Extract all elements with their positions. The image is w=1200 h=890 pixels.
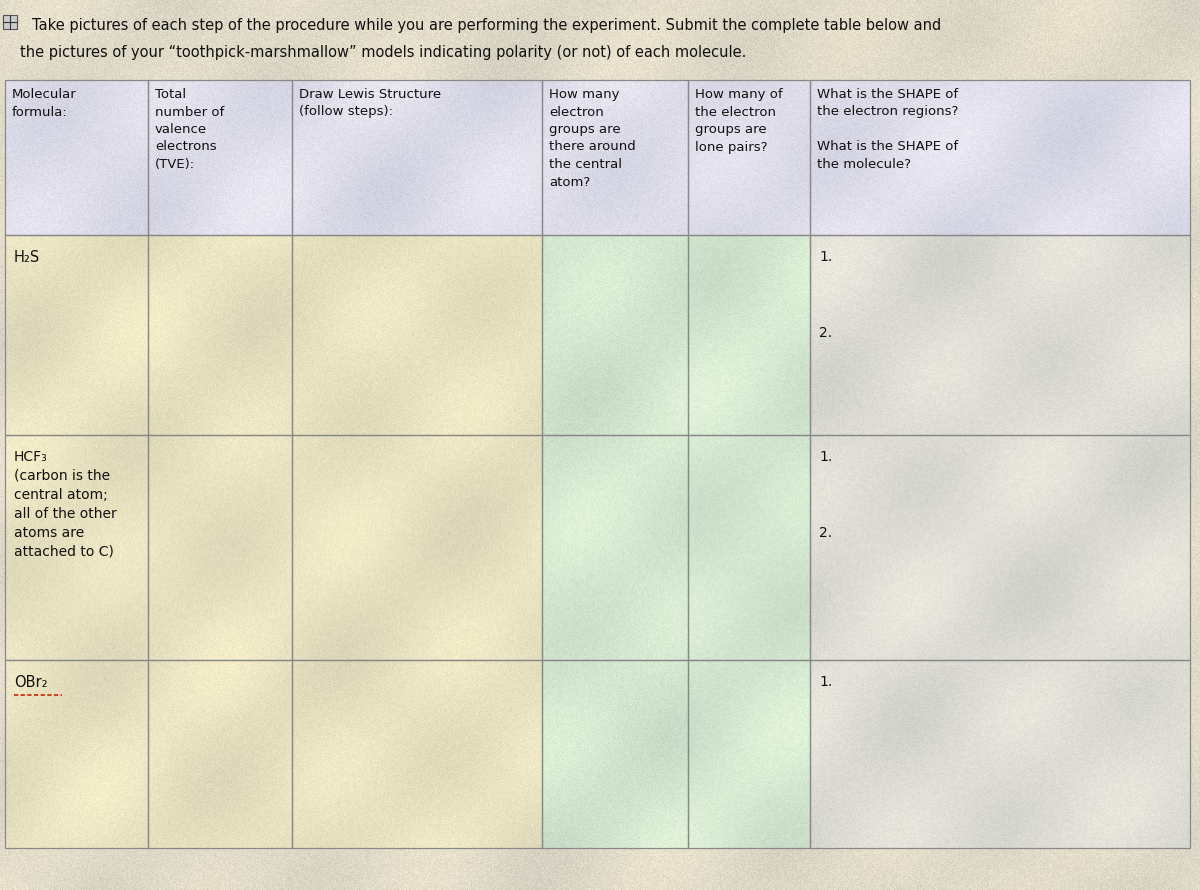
Text: the pictures of your “toothpick-marshmallow” models indicating polarity (or not): the pictures of your “toothpick-marshmal… [20, 45, 746, 60]
Bar [688, 235, 810, 435]
Bar [542, 660, 688, 848]
Bar [292, 660, 542, 848]
Bar [810, 80, 1190, 235]
Bar [292, 435, 542, 660]
Bar [148, 235, 292, 435]
Text: Take pictures of each step of the procedure while you are performing the experim: Take pictures of each step of the proced… [32, 18, 941, 33]
Bar [5, 435, 148, 660]
Text: How many of
the electron
groups are
lone pairs?: How many of the electron groups are lone… [695, 88, 782, 153]
Bar [688, 660, 810, 848]
Bar [542, 80, 688, 235]
Bar [292, 80, 542, 235]
Text: H₂S: H₂S [14, 250, 41, 265]
Text: Molecular
formula:: Molecular formula: [12, 88, 77, 118]
Text: 1.: 1. [818, 675, 833, 689]
Bar [810, 660, 1190, 848]
Text: How many
electron
groups are
there around
the central
atom?: How many electron groups are there aroun… [550, 88, 636, 189]
Bar [148, 660, 292, 848]
Text: Draw Lewis Structure
(follow steps):: Draw Lewis Structure (follow steps): [299, 88, 442, 118]
Text: 1.



2.: 1. 2. [818, 250, 833, 340]
Bar [688, 80, 810, 235]
Bar [542, 435, 688, 660]
Bar [5, 235, 148, 435]
Text: 1.



2.: 1. 2. [818, 450, 833, 540]
Bar [2, 15, 17, 29]
Bar [688, 435, 810, 660]
Bar [148, 435, 292, 660]
Bar [292, 235, 542, 435]
Bar [810, 235, 1190, 435]
Text: HCF₃
(carbon is the
central atom;
all of the other
atoms are
attached to C): HCF₃ (carbon is the central atom; all of… [14, 450, 116, 559]
Text: What is the SHAPE of
the electron regions?

What is the SHAPE of
the molecule?: What is the SHAPE of the electron region… [817, 88, 959, 171]
Bar [810, 435, 1190, 660]
Bar [148, 80, 292, 235]
Text: OBr₂: OBr₂ [14, 675, 48, 690]
Bar [5, 660, 148, 848]
Text: Total
number of
valence
electrons
(TVE):: Total number of valence electrons (TVE): [155, 88, 224, 171]
Bar [5, 80, 148, 235]
Bar [542, 235, 688, 435]
